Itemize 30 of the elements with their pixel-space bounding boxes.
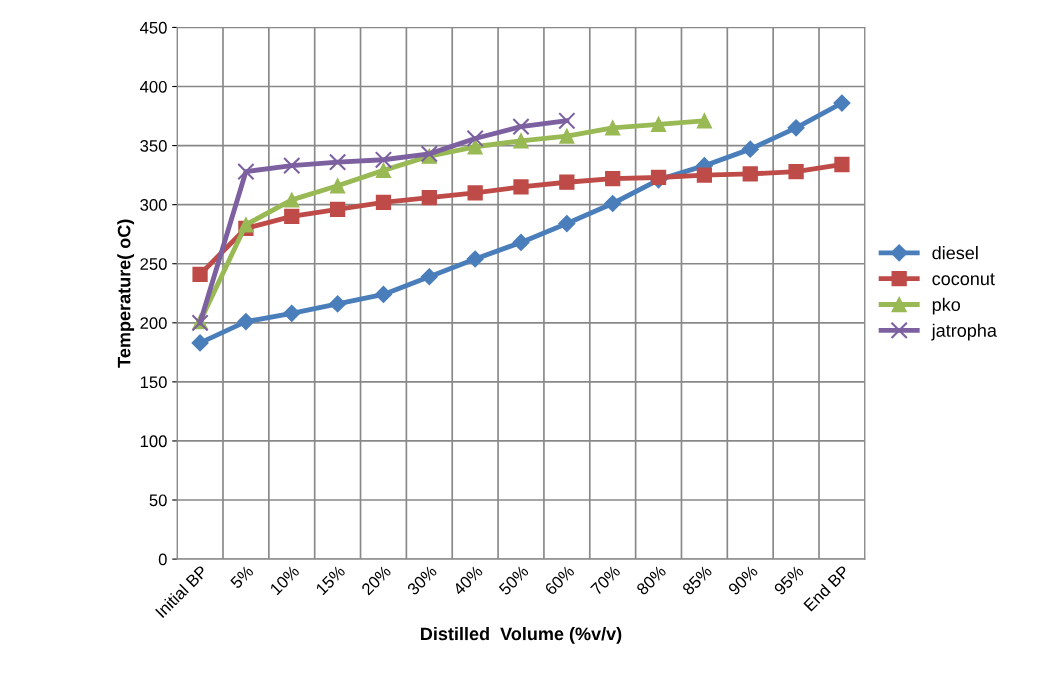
y-tick-label: 200 [140, 317, 167, 329]
x-tick-label: 30% [406, 564, 438, 596]
x-axis-title: Distilled Volume (%v/v) [421, 627, 622, 644]
x-tick-label: 90% [727, 564, 759, 596]
x-tick-label: 5% [229, 564, 255, 590]
x-tick-label: 10% [269, 564, 300, 596]
legend-label: diesel [932, 246, 978, 260]
x-tick-label: 20% [360, 564, 392, 596]
x-tick-label: 40% [452, 564, 484, 596]
x-tick-label: 50% [498, 564, 530, 596]
legend-label: pko [932, 297, 961, 315]
y-tick-label: 100 [140, 435, 167, 448]
y-tick-label: 450 [140, 21, 167, 34]
y-tick-label: 350 [140, 139, 167, 152]
y-tick-label: 250 [140, 258, 167, 270]
x-tick-label: 80% [635, 564, 667, 596]
x-tick-label: 15% [315, 564, 346, 596]
y-tick-label: 400 [140, 80, 167, 93]
x-tick-label: 60% [544, 564, 576, 596]
x-tick-label: 70% [590, 564, 621, 596]
x-tick-label: 95% [773, 564, 805, 596]
x-tick-label: 85% [681, 564, 713, 596]
x-tick-label: End BP [802, 564, 850, 612]
y-tick-label: 300 [140, 199, 167, 211]
y-axis-title: Temperature( oC) [117, 219, 135, 368]
y-tick-label: 0 [158, 553, 167, 566]
legend-label: jatropha [931, 323, 997, 341]
legend-label: coconut [932, 273, 995, 286]
y-tick-label: 150 [140, 376, 167, 389]
y-tick-label: 50 [149, 494, 167, 507]
